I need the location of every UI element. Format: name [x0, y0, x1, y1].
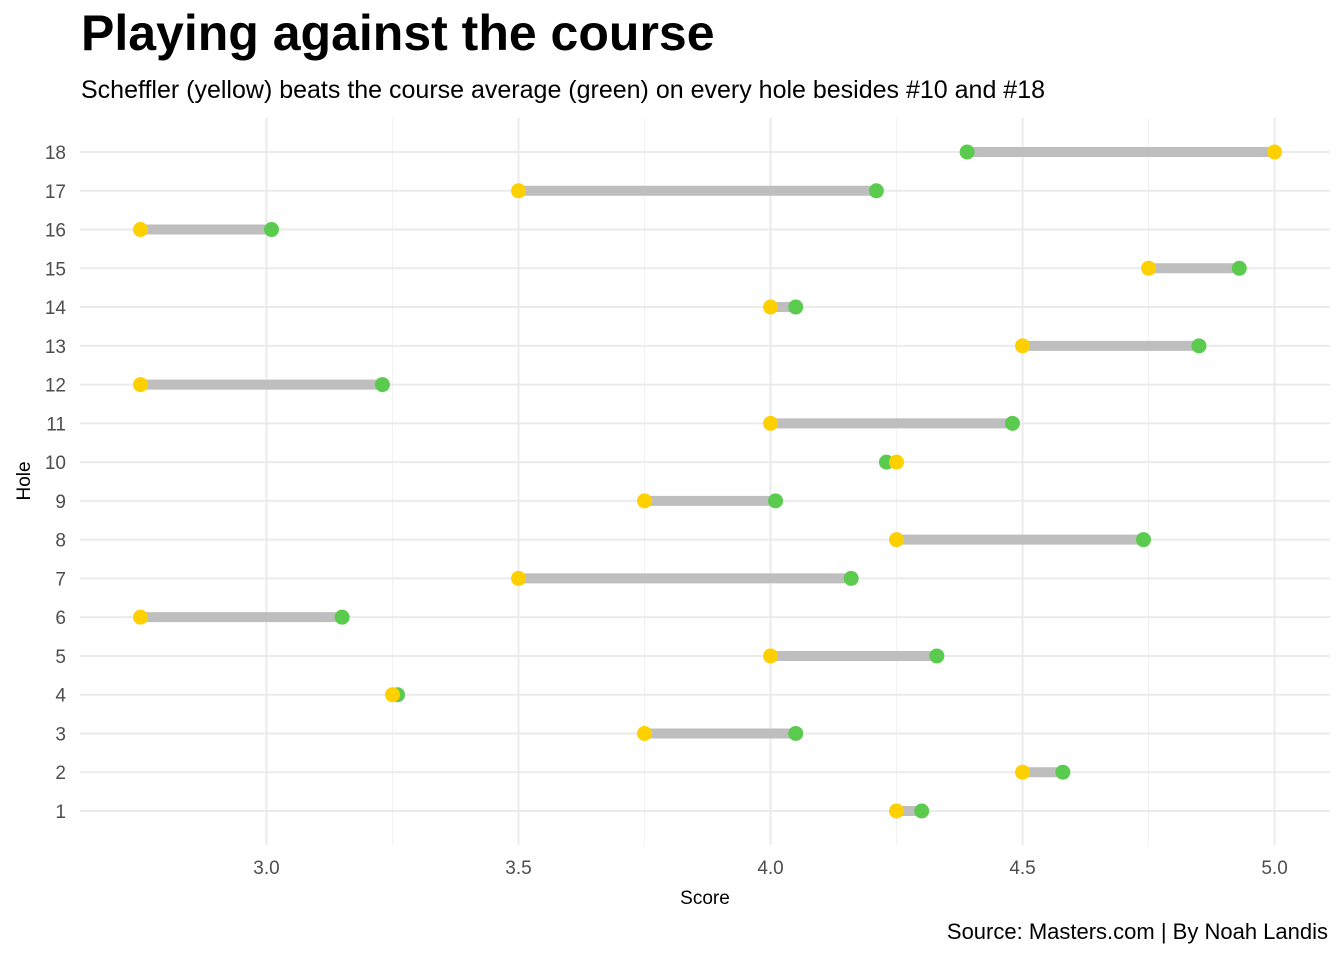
course-average-point	[1055, 764, 1071, 780]
course-points	[264, 144, 1247, 819]
y-tick-label: 9	[55, 492, 66, 513]
scheffler-point	[1015, 764, 1031, 780]
y-tick-label: 4	[55, 686, 66, 707]
scheffler-point	[889, 532, 905, 548]
scheffler-point	[889, 454, 905, 470]
y-axis-label: Hole	[14, 461, 35, 500]
y-tick-label: 18	[45, 143, 66, 164]
scheffler-point	[1141, 260, 1157, 276]
y-tick-label: 2	[55, 763, 66, 784]
course-average-point	[929, 648, 945, 664]
scheffler-point	[637, 725, 653, 741]
course-average-point	[914, 803, 930, 819]
x-tick-label: 4.5	[1009, 858, 1035, 879]
course-average-point	[843, 570, 859, 586]
scheffler-point	[132, 377, 148, 393]
grid-minor	[392, 118, 1150, 845]
y-tick-label: 3	[55, 724, 66, 745]
y-tick-label: 11	[46, 414, 66, 435]
course-average-point	[788, 725, 804, 741]
course-average-point	[1004, 415, 1020, 431]
scheffler-point	[132, 222, 148, 238]
y-tick-label: 12	[45, 376, 66, 397]
course-average-point	[868, 183, 884, 199]
y-tick-label: 5	[55, 647, 66, 668]
y-tick-label: 14	[45, 298, 67, 319]
segments	[140, 147, 1275, 816]
course-average-point	[334, 609, 350, 625]
course-average-point	[1136, 532, 1152, 548]
y-tick-label: 15	[45, 259, 66, 280]
x-tick-label: 3.0	[253, 858, 279, 879]
course-average-point	[788, 299, 804, 315]
x-tick-label: 4.0	[757, 858, 783, 879]
scheffler-points	[132, 144, 1283, 819]
scheffler-point	[385, 687, 400, 703]
y-tick-label: 8	[55, 531, 66, 552]
y-tick-label: 13	[45, 337, 66, 358]
x-axis-label: Score	[680, 888, 730, 909]
y-tick-label: 16	[45, 221, 66, 242]
y-tick-label: 7	[55, 569, 66, 590]
scheffler-point	[637, 493, 653, 509]
x-tick-labels: 3.0 3.5 4.0 4.5 5.0	[253, 858, 1287, 879]
course-average-point	[374, 377, 390, 393]
scheffler-point	[511, 570, 527, 586]
scheffler-point	[1015, 338, 1031, 354]
x-tick-label: 3.5	[505, 858, 531, 879]
course-average-point	[1191, 338, 1207, 354]
y-tick-label: 1	[55, 802, 66, 823]
course-average-point	[264, 222, 280, 238]
y-tick-label: 10	[45, 453, 66, 474]
chart-title: Playing against the course	[81, 5, 715, 61]
scheffler-point	[763, 299, 779, 315]
y-tick-label: 17	[45, 182, 66, 203]
x-tick-label: 5.0	[1261, 858, 1287, 879]
scheffler-point	[889, 803, 905, 819]
course-average-point	[768, 493, 784, 509]
course-average-point	[1231, 260, 1247, 276]
scheffler-point	[763, 415, 779, 431]
y-tick-label: 6	[55, 608, 66, 629]
chart-subtitle: Scheffler (yellow) beats the course aver…	[81, 76, 1046, 104]
chart-caption: Source: Masters.com | By Noah Landis	[946, 919, 1328, 944]
scheffler-point	[1267, 144, 1283, 160]
scheffler-point	[511, 183, 527, 199]
scheffler-point	[763, 648, 779, 664]
scheffler-point	[132, 609, 148, 625]
course-average-point	[959, 144, 975, 160]
